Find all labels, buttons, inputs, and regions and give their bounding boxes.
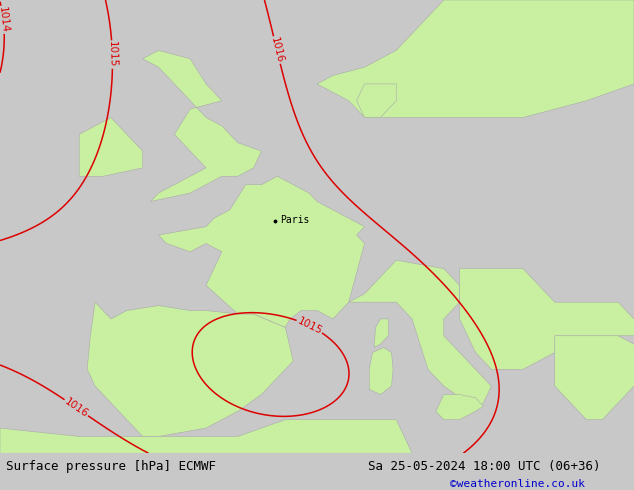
Text: 1015: 1015 [107,41,118,68]
Text: 1015: 1015 [295,316,324,336]
Polygon shape [374,319,388,347]
Text: Surface pressure [hPa] ECMWF: Surface pressure [hPa] ECMWF [6,460,216,473]
Text: ©weatheronline.co.uk: ©weatheronline.co.uk [450,480,585,490]
Text: Sa 25-05-2024 18:00 UTC (06+36): Sa 25-05-2024 18:00 UTC (06+36) [368,460,600,473]
Polygon shape [143,50,261,201]
Polygon shape [356,84,396,118]
Polygon shape [349,260,491,411]
Text: Paris: Paris [280,215,309,225]
Polygon shape [555,336,634,419]
Polygon shape [79,118,143,176]
Polygon shape [87,302,293,437]
Polygon shape [460,269,634,369]
Polygon shape [158,176,365,327]
Text: 1016: 1016 [63,396,90,419]
Polygon shape [436,394,483,419]
Polygon shape [0,419,634,490]
Text: 1014: 1014 [0,6,10,33]
Text: 1016: 1016 [269,36,285,64]
Polygon shape [317,0,634,118]
Polygon shape [370,347,393,394]
